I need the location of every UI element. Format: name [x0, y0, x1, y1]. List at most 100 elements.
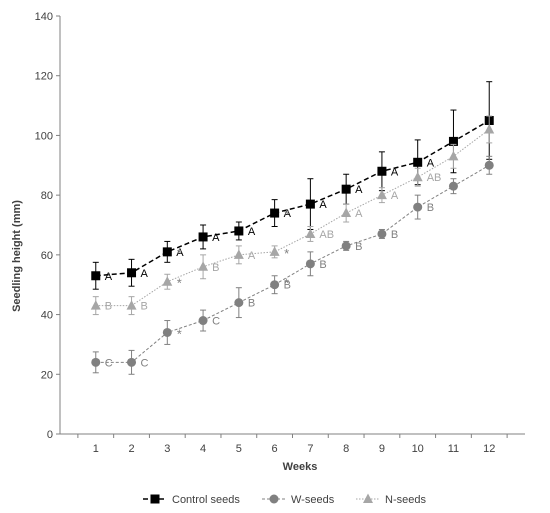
data-point [162, 327, 172, 337]
significance-letter: B [427, 202, 434, 214]
data-point [198, 316, 208, 326]
significance-letter: A [355, 184, 363, 196]
significance-letter: B [319, 259, 326, 271]
legend-label: Control seeds [172, 494, 240, 506]
data-point [448, 150, 459, 161]
data-point [341, 184, 351, 194]
significance-letter: B [355, 241, 362, 253]
series-line [95, 119, 490, 277]
data-point [234, 298, 244, 308]
significance-letter: A [284, 208, 292, 220]
y-tick-label: 100 [35, 130, 53, 142]
data-point [448, 136, 458, 146]
data-point [341, 241, 351, 251]
x-tick-label: 7 [307, 443, 313, 455]
legend-marker [269, 494, 279, 504]
data-point [162, 276, 173, 286]
x-tick-label: 2 [128, 443, 134, 455]
x-axis-ticks: 1 2 3 4 5 6 7 8 9 10 11 12 [77, 434, 508, 455]
significance-letter: AB [427, 172, 442, 184]
significance-letter: A [355, 208, 363, 220]
significance-letter: A [105, 271, 113, 283]
annotation-layer: * * * * * * [177, 207, 289, 341]
data-point [270, 280, 280, 290]
data-point [270, 208, 280, 218]
asterisk-mark: * [177, 246, 182, 261]
series-line [95, 129, 490, 307]
data-point [484, 123, 495, 134]
series-line [95, 164, 490, 363]
data-point [484, 160, 494, 170]
significance-letter: B [141, 301, 148, 313]
significance-letter: A [176, 247, 184, 259]
significance-letter: B [105, 301, 112, 313]
significance-letter: B [284, 280, 291, 292]
data-point [234, 226, 244, 236]
data-point [413, 202, 423, 212]
legend-marker [150, 494, 160, 504]
y-tick-label: 20 [41, 369, 53, 381]
x-tick-label: 12 [483, 443, 495, 455]
legend: Control seeds W-seeds N-seeds [143, 493, 426, 506]
data-point [305, 259, 315, 269]
significance-letter: B [391, 229, 398, 241]
y-tick-label: 60 [41, 250, 53, 262]
significance-letter: A [427, 157, 435, 169]
data-point [198, 232, 208, 242]
data-point [127, 357, 137, 367]
x-tick-label: 5 [236, 443, 242, 455]
significance-letter: A [212, 232, 220, 244]
x-tick-label: 6 [272, 443, 278, 455]
data-point [91, 271, 101, 281]
data-point [377, 166, 387, 176]
legend-marker [363, 493, 373, 503]
data-point [376, 189, 387, 200]
legend-item: N-seeds [356, 493, 426, 506]
significance-letter: AB [319, 229, 334, 241]
significance-letter: C [105, 357, 113, 369]
data-point [377, 229, 387, 239]
x-tick-label: 8 [343, 443, 349, 455]
y-axis-ticks: 0 20 40 60 80 100 120 140 [35, 11, 60, 441]
x-tick-label: 11 [448, 443, 459, 455]
legend-item: Control seeds [143, 494, 240, 506]
data-point [91, 357, 101, 367]
significance-letter: A [141, 268, 149, 280]
significance-letter: A [391, 166, 399, 178]
y-tick-label: 120 [35, 71, 53, 83]
asterisk-mark: * [177, 276, 182, 291]
data-point [305, 228, 316, 238]
significance-letter: B [248, 298, 255, 310]
x-tick-label: 3 [164, 443, 170, 455]
y-tick-label: 40 [41, 310, 53, 322]
y-tick-label: 80 [41, 190, 53, 202]
significance-letter: A [248, 226, 256, 238]
x-tick-label: 9 [379, 443, 385, 455]
y-tick-label: 140 [35, 11, 53, 23]
data-point [198, 261, 209, 271]
data-point [90, 300, 101, 310]
asterisk-mark: * [177, 326, 182, 341]
data-point [126, 300, 137, 310]
significance-letter: A [248, 250, 256, 262]
data-point [162, 247, 172, 257]
significance-letter: C [212, 316, 220, 328]
series-w-seeds: C C C B B B B B B [91, 155, 494, 375]
significance-letter: A [391, 190, 399, 202]
legend-label: N-seeds [385, 494, 426, 506]
data-point [413, 157, 423, 167]
x-axis-title: Weeks [283, 461, 318, 473]
x-tick-label: 1 [93, 443, 99, 455]
legend-label: W-seeds [291, 494, 335, 506]
axes [59, 16, 525, 435]
asterisk-mark: * [284, 276, 289, 291]
significance-letter: B [212, 262, 219, 274]
data-point [233, 249, 244, 259]
significance-letter: C [141, 357, 149, 369]
x-tick-label: 10 [412, 443, 424, 455]
data-point [269, 246, 280, 256]
